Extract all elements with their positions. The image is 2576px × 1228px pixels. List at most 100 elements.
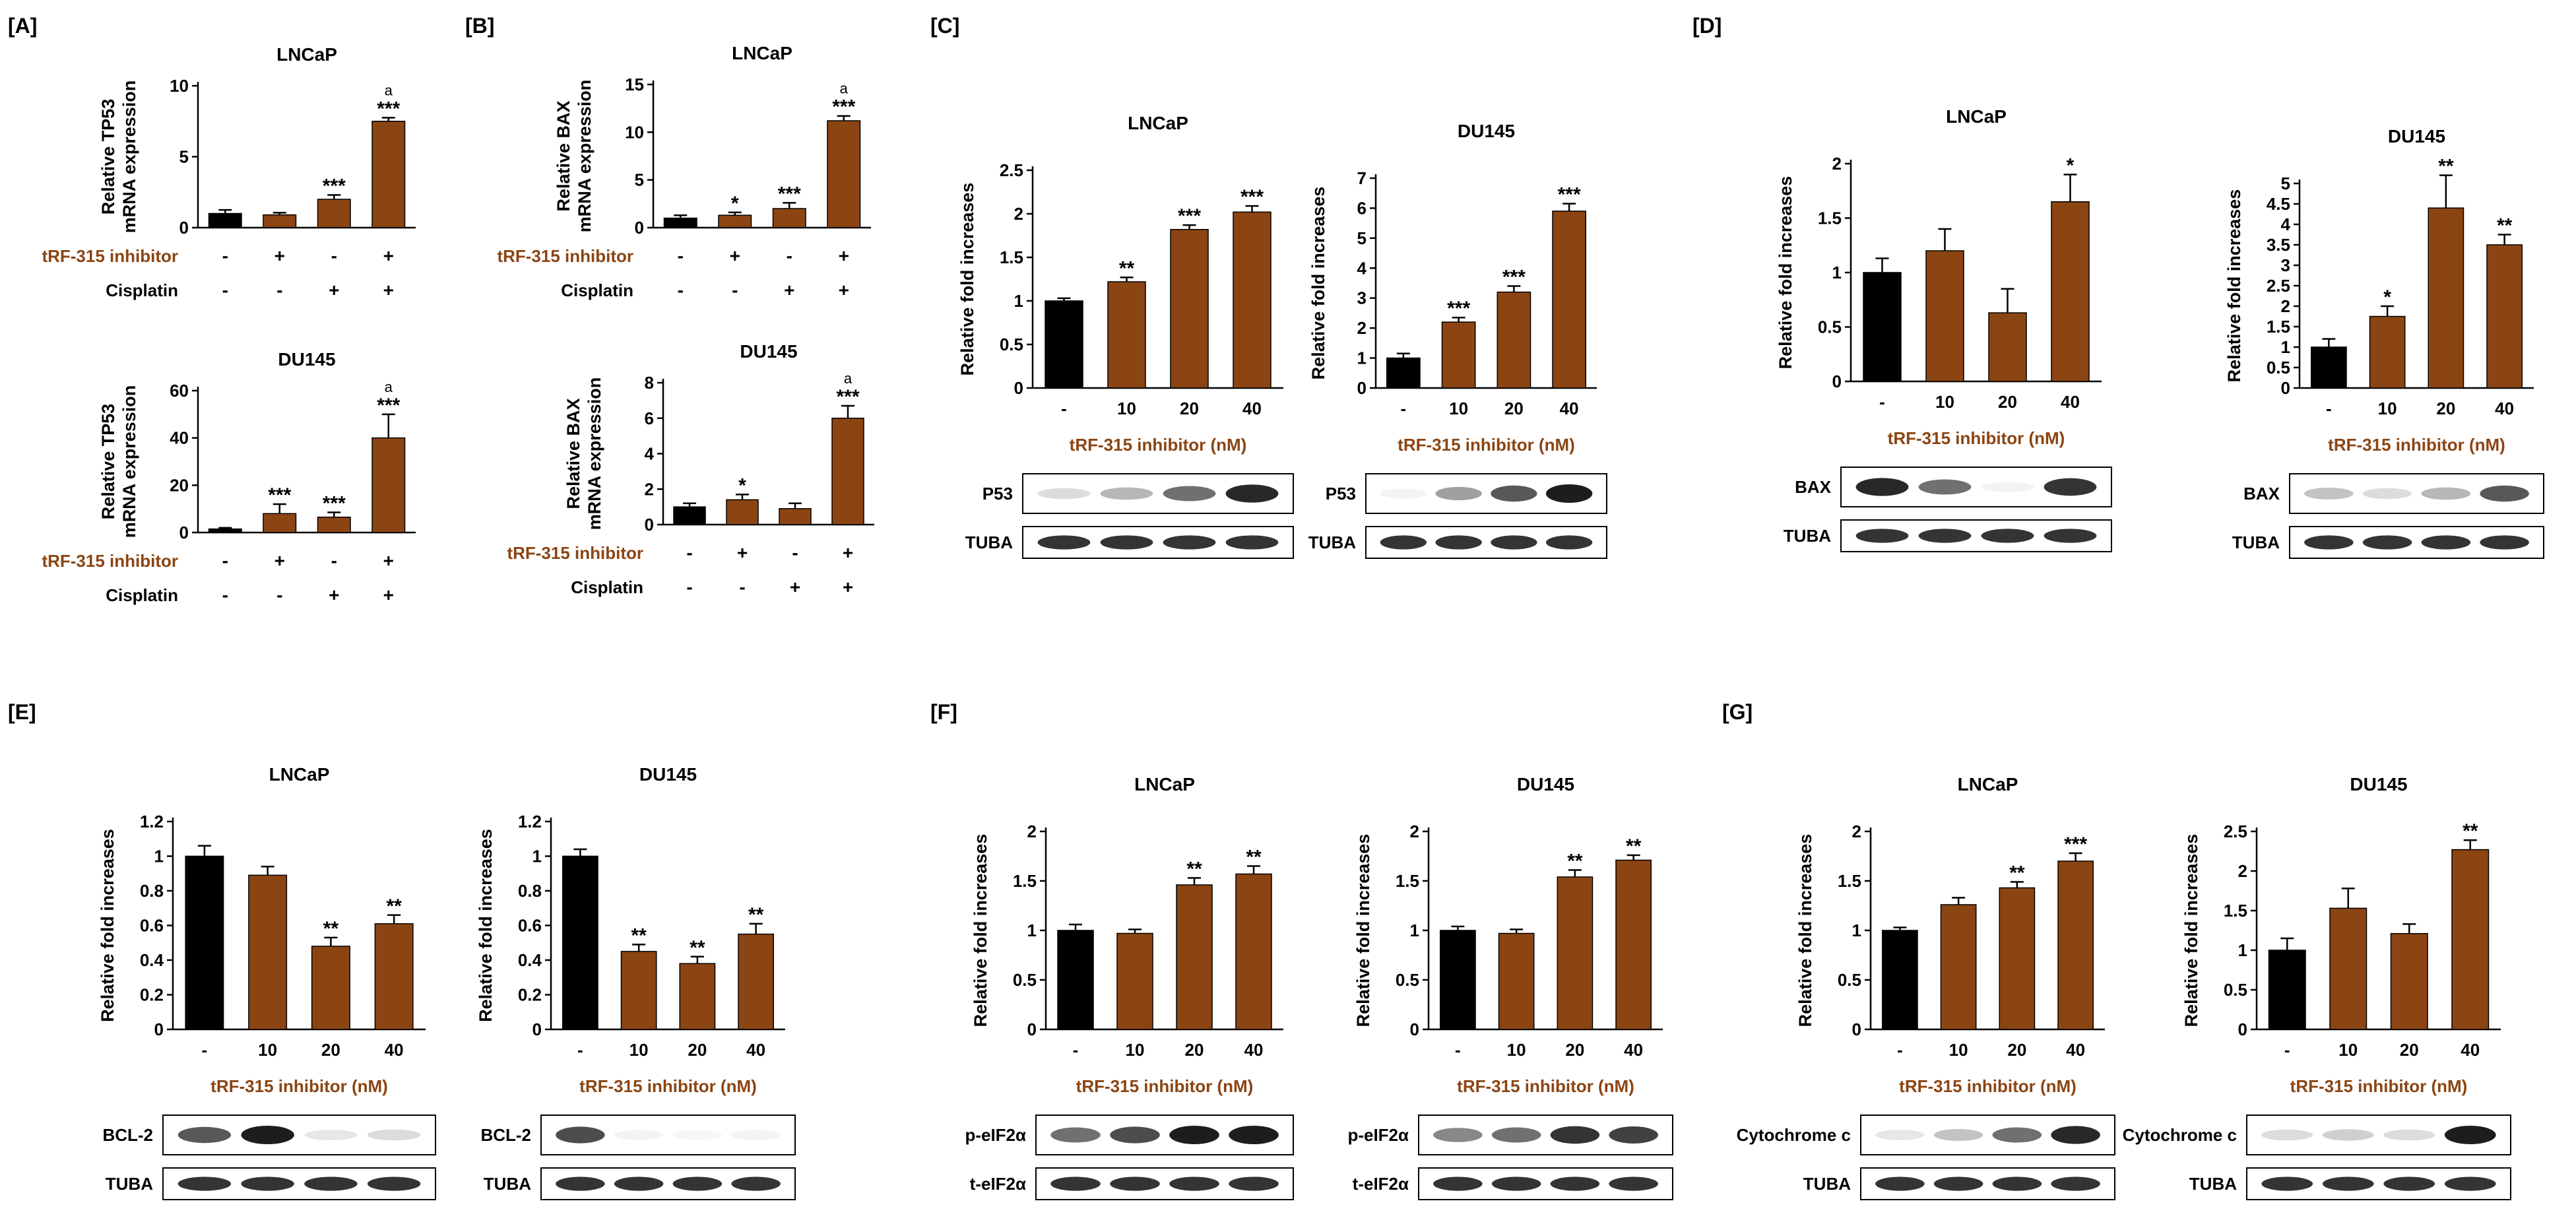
blot-band — [2051, 1177, 2100, 1191]
bar — [2390, 933, 2428, 1030]
y-tick-label: 1 — [532, 847, 542, 866]
y-tick-label: 0 — [635, 218, 644, 238]
treatment-sign: + — [383, 280, 394, 300]
y-tick-label: 2.5 — [2224, 822, 2247, 841]
y-tick-label: 1 — [1357, 348, 1367, 368]
y-axis-label: Relative fold increases — [2224, 189, 2244, 383]
blot-band — [1435, 535, 1482, 550]
blot-band — [1609, 1126, 1658, 1144]
bar — [371, 437, 406, 533]
bar — [1615, 859, 1652, 1030]
x-axis-label: tRF-315 inhibitor (nM) — [1398, 435, 1575, 455]
x-tick-label: 10 — [1949, 1040, 1968, 1060]
bar — [726, 499, 759, 525]
y-tick-label: 2 — [1410, 822, 1419, 841]
y-tick-label: 1.5 — [1000, 247, 1023, 267]
blot-band — [2044, 529, 2097, 543]
bar — [772, 208, 806, 228]
y-tick-label: 20 — [170, 475, 189, 495]
treatment-sign: - — [792, 542, 798, 563]
bar — [779, 508, 812, 525]
chart-title: LNCaP — [1946, 106, 2007, 127]
blot-label: TUBA — [1803, 1174, 1851, 1194]
y-tick-label: 5 — [179, 147, 189, 167]
y-tick-label: 0.5 — [1000, 335, 1023, 354]
significance-letter: a — [385, 379, 393, 395]
blot-band — [1491, 485, 1537, 502]
bar — [1497, 291, 1531, 389]
y-tick-label: 0 — [179, 523, 189, 542]
treatment-sign: - — [787, 245, 792, 266]
blot-band — [1550, 1177, 1600, 1191]
treatment-sign: - — [276, 280, 282, 300]
significance-stars: * — [2067, 155, 2075, 177]
bar — [263, 214, 297, 228]
x-tick-label: 20 — [1185, 1040, 1204, 1060]
significance-stars: ** — [2009, 862, 2025, 884]
y-tick-label: 1.5 — [2267, 317, 2290, 337]
significance-stars: ** — [1246, 847, 1262, 868]
significance-letter: a — [385, 82, 393, 98]
treatment-label: tRF-315 inhibitor — [42, 551, 178, 571]
blot-band — [1163, 535, 1216, 550]
blot-band — [614, 1130, 664, 1140]
x-tick-label: - — [2326, 399, 2332, 418]
bar — [317, 199, 351, 228]
blot-band — [1169, 1125, 1219, 1145]
blot-band — [304, 1130, 358, 1140]
bar — [1557, 876, 1594, 1030]
bar — [2051, 201, 2090, 382]
x-tick-label: 20 — [2007, 1040, 2026, 1060]
significance-stars: * — [731, 193, 739, 214]
chart-title: DU145 — [2350, 774, 2407, 794]
significance-stars: * — [2383, 286, 2391, 308]
significance-stars: ** — [323, 918, 339, 940]
x-axis-label: tRF-315 inhibitor (nM) — [1888, 428, 2065, 448]
y-tick-label: 4 — [1357, 258, 1367, 278]
treatment-sign: - — [678, 280, 684, 300]
y-tick-label: 1.2 — [140, 812, 164, 831]
significance-stars: *** — [1447, 298, 1470, 319]
blot-band — [672, 1177, 723, 1191]
blot-band — [1550, 1126, 1600, 1144]
panel-label: [F] — [930, 700, 957, 724]
blot-band — [1037, 488, 1091, 500]
blot-band — [1229, 1125, 1279, 1145]
bar — [738, 933, 774, 1030]
blot-band — [556, 1126, 605, 1144]
panel-label: [G] — [1722, 700, 1753, 724]
y-tick-label: 5 — [1357, 228, 1367, 248]
bar — [2057, 860, 2094, 1030]
panel-label: [A] — [8, 14, 37, 38]
chart-title: LNCaP — [1134, 774, 1195, 794]
significance-stars: ** — [1626, 835, 1642, 857]
bar — [620, 951, 657, 1030]
blot-band — [1110, 1126, 1160, 1144]
significance-stars: *** — [836, 386, 859, 408]
y-tick-label: 0.8 — [518, 881, 542, 901]
blot-band — [1225, 535, 1279, 550]
bar — [2428, 207, 2464, 389]
x-tick-label: 20 — [1180, 399, 1199, 418]
blot-band — [2362, 488, 2412, 500]
blot-band — [1992, 1127, 2042, 1143]
x-tick-label: 20 — [2436, 399, 2455, 418]
blot-band — [1855, 478, 1909, 496]
x-tick-label: 10 — [1449, 399, 1468, 418]
bar — [1440, 930, 1476, 1030]
blot-band — [1545, 484, 1593, 503]
blot-band — [1110, 1177, 1160, 1191]
x-tick-label: 40 — [1560, 399, 1579, 418]
blot-label: BAX — [1795, 477, 1832, 497]
blot-label: P53 — [1326, 484, 1356, 503]
y-tick-label: 1.2 — [518, 812, 542, 831]
y-tick-label: 0 — [1832, 372, 1842, 391]
treatment-label: Cisplatin — [561, 280, 633, 300]
blot-band — [556, 1177, 605, 1191]
chart-e1: [E] LNCaP 0 0.2 0.4 0.6 0.8 1 1.2 Relative fold i… — [8, 700, 436, 1200]
chart-a2: DU145 0 20 40 60 Relative TP53 mRNA expression… — [42, 349, 416, 605]
x-tick-label: 20 — [688, 1040, 707, 1060]
significance-stars: *** — [1502, 267, 1526, 288]
blot-band — [1380, 488, 1427, 499]
bar — [185, 855, 224, 1030]
